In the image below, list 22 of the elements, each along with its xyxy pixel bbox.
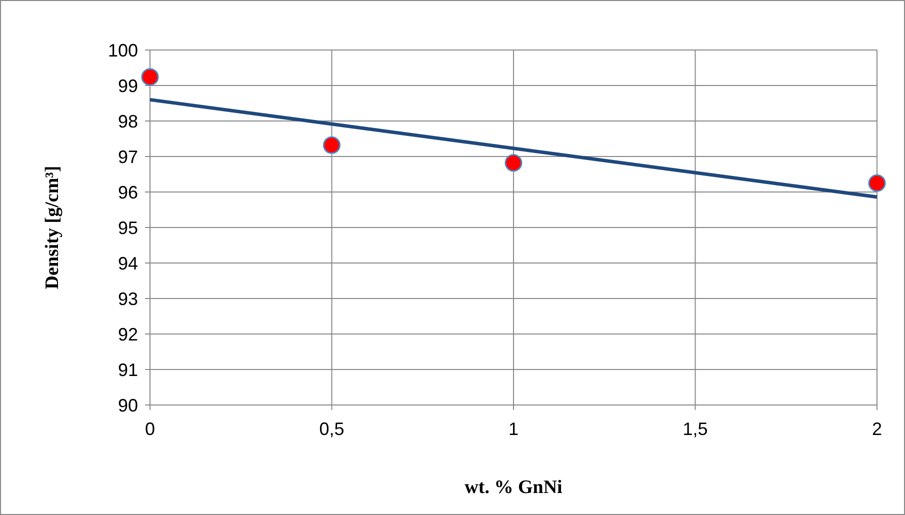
y-tick-label: 96 [118,182,138,202]
y-tick-label: 95 [118,218,138,238]
y-axis-title: Density [g/cm³] [42,166,63,290]
x-tick-label: 0,5 [319,419,344,439]
x-tick-label: 0 [144,419,156,439]
x-tick-label: 1,5 [682,419,708,439]
y-tick-label: 90 [118,395,138,416]
y-tick-label: 99 [118,76,138,96]
y-tick-label: 98 [118,111,138,132]
point [868,174,886,192]
y-tick-label: 100 [108,40,138,60]
y-tick-label: 92 [118,324,138,344]
x-axis-title: wt. % GnNi [464,477,562,498]
x-tick-label: 2 [872,419,882,439]
x-tick-label: 1 [508,419,519,439]
y-tick-label: 93 [118,288,138,309]
point [504,154,522,172]
point [323,136,340,154]
y-tick-label: 94 [118,253,138,274]
y-tick-label: 91 [118,360,138,380]
point [141,68,159,86]
y-tick-label: 97 [118,146,138,167]
